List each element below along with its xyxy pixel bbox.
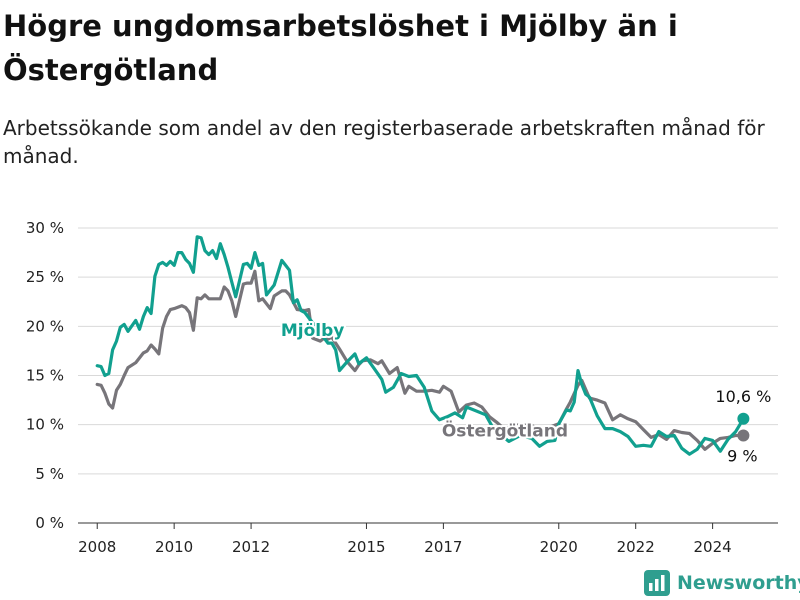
series-annotation-mj-lby: Mjölby xyxy=(281,321,345,341)
y-tick-label: 15 % xyxy=(26,367,64,385)
chart-subtitle: Arbetssökande som andel av den registerb… xyxy=(3,116,765,168)
y-tick-label: 30 % xyxy=(26,219,64,237)
series-lines xyxy=(95,235,750,456)
x-tick-label: 2017 xyxy=(424,538,462,556)
bar-chart-logo-icon xyxy=(644,570,670,596)
grid-lines xyxy=(78,227,778,475)
y-tick-label: 25 % xyxy=(26,268,64,286)
series-labels: 10,6 % 9 % Mjölby Östergötland xyxy=(279,319,771,465)
series-line-mj-lby xyxy=(95,235,746,456)
x-tick-label: 2015 xyxy=(347,538,385,556)
x-tick-label: 2024 xyxy=(694,538,732,556)
x-tick-label: 2022 xyxy=(617,538,655,556)
brand-logo: Newsworthy xyxy=(644,568,800,598)
series-end-point--sterg-tland xyxy=(737,429,750,442)
x-tick-label: 2020 xyxy=(540,538,578,556)
y-tick-label: 0 % xyxy=(35,514,64,532)
series-line--sterg-tland xyxy=(95,269,746,451)
end-value-label-mjolby: 10,6 % xyxy=(715,387,771,406)
y-tick-label: 20 % xyxy=(26,317,64,335)
y-tick-label: 5 % xyxy=(35,465,64,483)
series-end-point-mj-lby xyxy=(737,412,750,425)
brand-name: Newsworthy xyxy=(677,572,800,594)
axes: 0 % 5 % 10 % 15 % 20 % 25 % 30 % 2008 2010 2012 20… xyxy=(26,219,778,556)
series-annotation--sterg-tland: Östergötland xyxy=(442,419,568,441)
x-tick-label: 2012 xyxy=(232,538,270,556)
x-tick-label: 2008 xyxy=(78,538,116,556)
y-tick-label: 10 % xyxy=(26,416,64,434)
end-value-label-ostergotland: 9 % xyxy=(727,446,757,465)
x-tick-label: 2010 xyxy=(155,538,193,556)
chart-title: Högre ungdomsarbetslöshet i Mjölby än i … xyxy=(3,9,678,87)
